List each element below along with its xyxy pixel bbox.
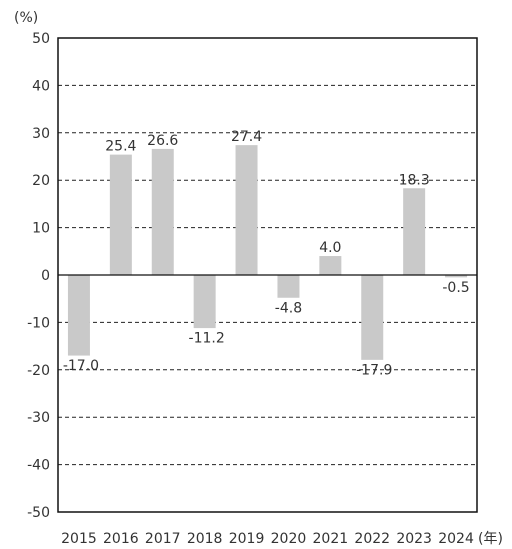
y-tick-label: 30 bbox=[32, 126, 50, 142]
x-tick-label: 2022 bbox=[354, 531, 390, 547]
y-axis-ticks: 50 40 30 20 10 0 -10 -20 -30 -40 -50 bbox=[27, 31, 50, 521]
bar-2021 bbox=[319, 256, 342, 275]
y-unit-label: (%) bbox=[14, 10, 38, 26]
y-tick-label: 50 bbox=[32, 31, 50, 47]
bar-2022 bbox=[361, 275, 384, 360]
data-label: -11.2 bbox=[189, 331, 225, 347]
x-tick-label: 2019 bbox=[229, 531, 265, 547]
data-label: 4.0 bbox=[319, 240, 341, 256]
data-label: -17.9 bbox=[356, 362, 392, 378]
y-tick-label: 0 bbox=[41, 268, 50, 284]
bars bbox=[67, 145, 468, 360]
y-tick-label: 40 bbox=[32, 78, 50, 94]
data-label: 18.3 bbox=[399, 172, 430, 188]
y-tick-label: -40 bbox=[27, 458, 50, 474]
data-label: 26.6 bbox=[147, 133, 178, 149]
data-label: -17.0 bbox=[63, 358, 99, 374]
data-label: -4.8 bbox=[275, 300, 302, 316]
y-tick-label: -20 bbox=[27, 363, 50, 379]
x-tick-label: 2016 bbox=[103, 531, 139, 547]
x-tick-label: 2018 bbox=[187, 531, 223, 547]
data-label: -0.5 bbox=[442, 280, 469, 296]
bar-2023 bbox=[403, 188, 426, 275]
x-tick-label: 2017 bbox=[145, 531, 181, 547]
data-label: 27.4 bbox=[231, 129, 262, 145]
x-unit-label: (年) bbox=[478, 531, 503, 547]
bar-2016 bbox=[109, 154, 132, 275]
x-tick-label: 2015 bbox=[61, 531, 97, 547]
y-tick-label: -10 bbox=[27, 315, 50, 331]
bar-2018 bbox=[193, 275, 216, 329]
x-tick-label: 2021 bbox=[313, 531, 349, 547]
x-tick-label: 2020 bbox=[271, 531, 307, 547]
data-label: 25.4 bbox=[105, 139, 136, 155]
x-tick-label: 2023 bbox=[396, 531, 432, 547]
y-tick-label: 10 bbox=[32, 221, 50, 237]
data-labels: -17.0 25.4 26.6 -11.2 27.4 -4.8 4.0 -17.9 18.3 -0… bbox=[63, 129, 470, 378]
x-axis-ticks: 2015 2016 2017 2018 2019 2020 2021 2022 2023 2024 bbox=[61, 531, 474, 547]
bar-2024 bbox=[445, 275, 468, 278]
y-tick-label: 20 bbox=[32, 173, 50, 189]
bar-2015 bbox=[67, 275, 90, 356]
bar-2020 bbox=[277, 275, 300, 298]
bar-2019 bbox=[235, 145, 258, 275]
y-tick-label: -30 bbox=[27, 410, 50, 426]
y-tick-label: -50 bbox=[27, 505, 50, 521]
bar-2017 bbox=[151, 148, 174, 275]
x-tick-label: 2024 bbox=[438, 531, 474, 547]
